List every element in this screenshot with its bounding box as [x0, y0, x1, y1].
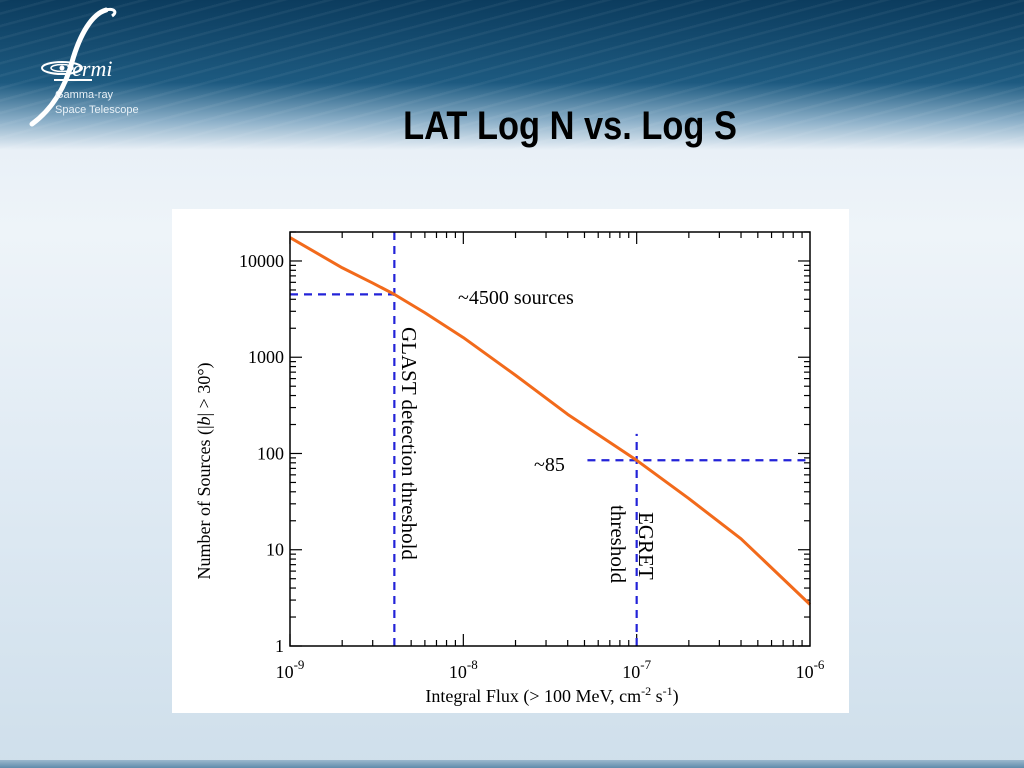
y-tick-labels: 1 10 100 1000 10000	[239, 251, 284, 656]
x-axis-label: Integral Flux (> 100 MeV, cm-2 s-1)	[425, 684, 678, 707]
x-tick-label-base: 10	[449, 662, 467, 682]
fermi-logo-icon	[29, 7, 117, 127]
annotation-egret-line1: EGRET	[634, 512, 658, 580]
x-tick-label-base: 10	[796, 662, 814, 682]
reference-lines	[290, 232, 810, 646]
x-axis-label-sup1: -2	[641, 684, 651, 698]
annotation-85-sources: ~85	[534, 454, 565, 476]
plot-frame	[289, 231, 811, 647]
footer-bar	[0, 760, 1024, 768]
x-axis-label-part3: )	[673, 686, 679, 707]
x-tick-label-exp: -6	[814, 657, 825, 672]
x-tick-label-base: 10	[622, 662, 640, 682]
series-group	[289, 236, 812, 606]
chart-panel: 1 10 100 1000 10000 10-9 10-8 10-7 10-6 Number …	[172, 209, 849, 713]
y-tick-label: 10000	[239, 251, 284, 271]
x-axis-label-part1: Integral Flux (> 100 MeV, cm	[425, 686, 641, 707]
annotation-glast-threshold: GLAST detection threshold	[397, 327, 421, 560]
y-tick-label: 10	[266, 540, 284, 560]
x-tick-label: 10-7	[622, 657, 651, 682]
logo-wordmark: fermi	[66, 56, 113, 81]
x-tick-label: 10-8	[449, 657, 478, 682]
banner-texture	[0, 0, 1024, 150]
x-tick-label: 10-6	[796, 657, 825, 682]
logo-subtitle-line1: Gamma-ray	[55, 89, 114, 101]
x-tick-label-exp: -8	[467, 657, 478, 672]
x-tick-label-exp: -9	[294, 657, 305, 672]
x-tick-labels: 10-9 10-8 10-7 10-6	[276, 657, 825, 682]
x-tick-label: 10-9	[276, 657, 305, 682]
x-tick-label-base: 10	[276, 662, 294, 682]
y-axis-label-part2: | > 30°)	[194, 362, 215, 416]
y-axis-label-part1: Number of Sources (|	[194, 425, 215, 579]
x-axis-label-part2: s	[651, 686, 663, 706]
y-tick-label: 100	[257, 443, 284, 463]
series-line-0	[289, 236, 812, 606]
annotation-egret-line2: threshold	[606, 505, 630, 584]
y-tick-label: 1	[275, 636, 284, 656]
header-banner: fermi Gamma-ray Space Telescope	[0, 0, 1024, 150]
logo-subtitle: Gamma-ray Space Telescope	[55, 88, 139, 118]
y-axis-label: Number of Sources (|b| > 30°)	[194, 362, 215, 579]
logo-subtitle-line2: Space Telescope	[55, 104, 139, 116]
annotation-4500-sources: ~4500 sources	[458, 287, 574, 309]
slide-title: LAT Log N vs. Log S	[403, 104, 737, 148]
y-axis-label-b: b	[194, 416, 214, 425]
x-tick-label-exp: -7	[640, 657, 651, 672]
x-axis-label-sup2: -1	[663, 684, 673, 698]
y-tick-label: 1000	[248, 347, 284, 367]
